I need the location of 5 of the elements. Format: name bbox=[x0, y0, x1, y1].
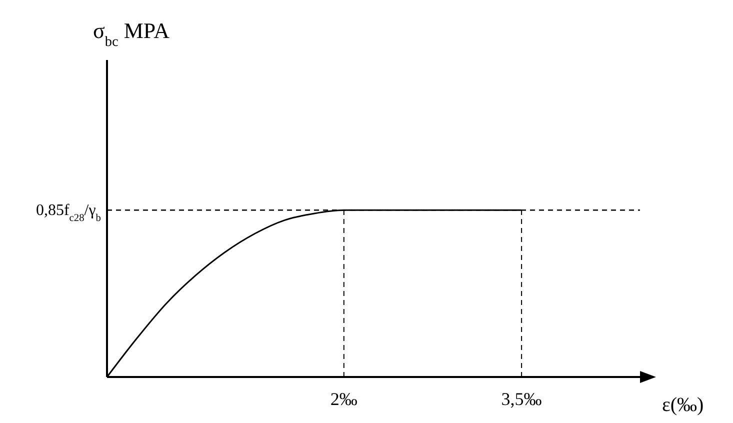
x-axis-title: ε(‰) bbox=[662, 394, 704, 416]
ref-line-label: 0,85f$_{c28}$/γ$_{b}$ bbox=[36, 202, 101, 224]
text: σ$_{bc}$ MPA bbox=[93, 18, 170, 50]
x-tick-label: 3,5‰ bbox=[501, 389, 542, 409]
x-tick-label: 2‰ bbox=[330, 389, 358, 409]
